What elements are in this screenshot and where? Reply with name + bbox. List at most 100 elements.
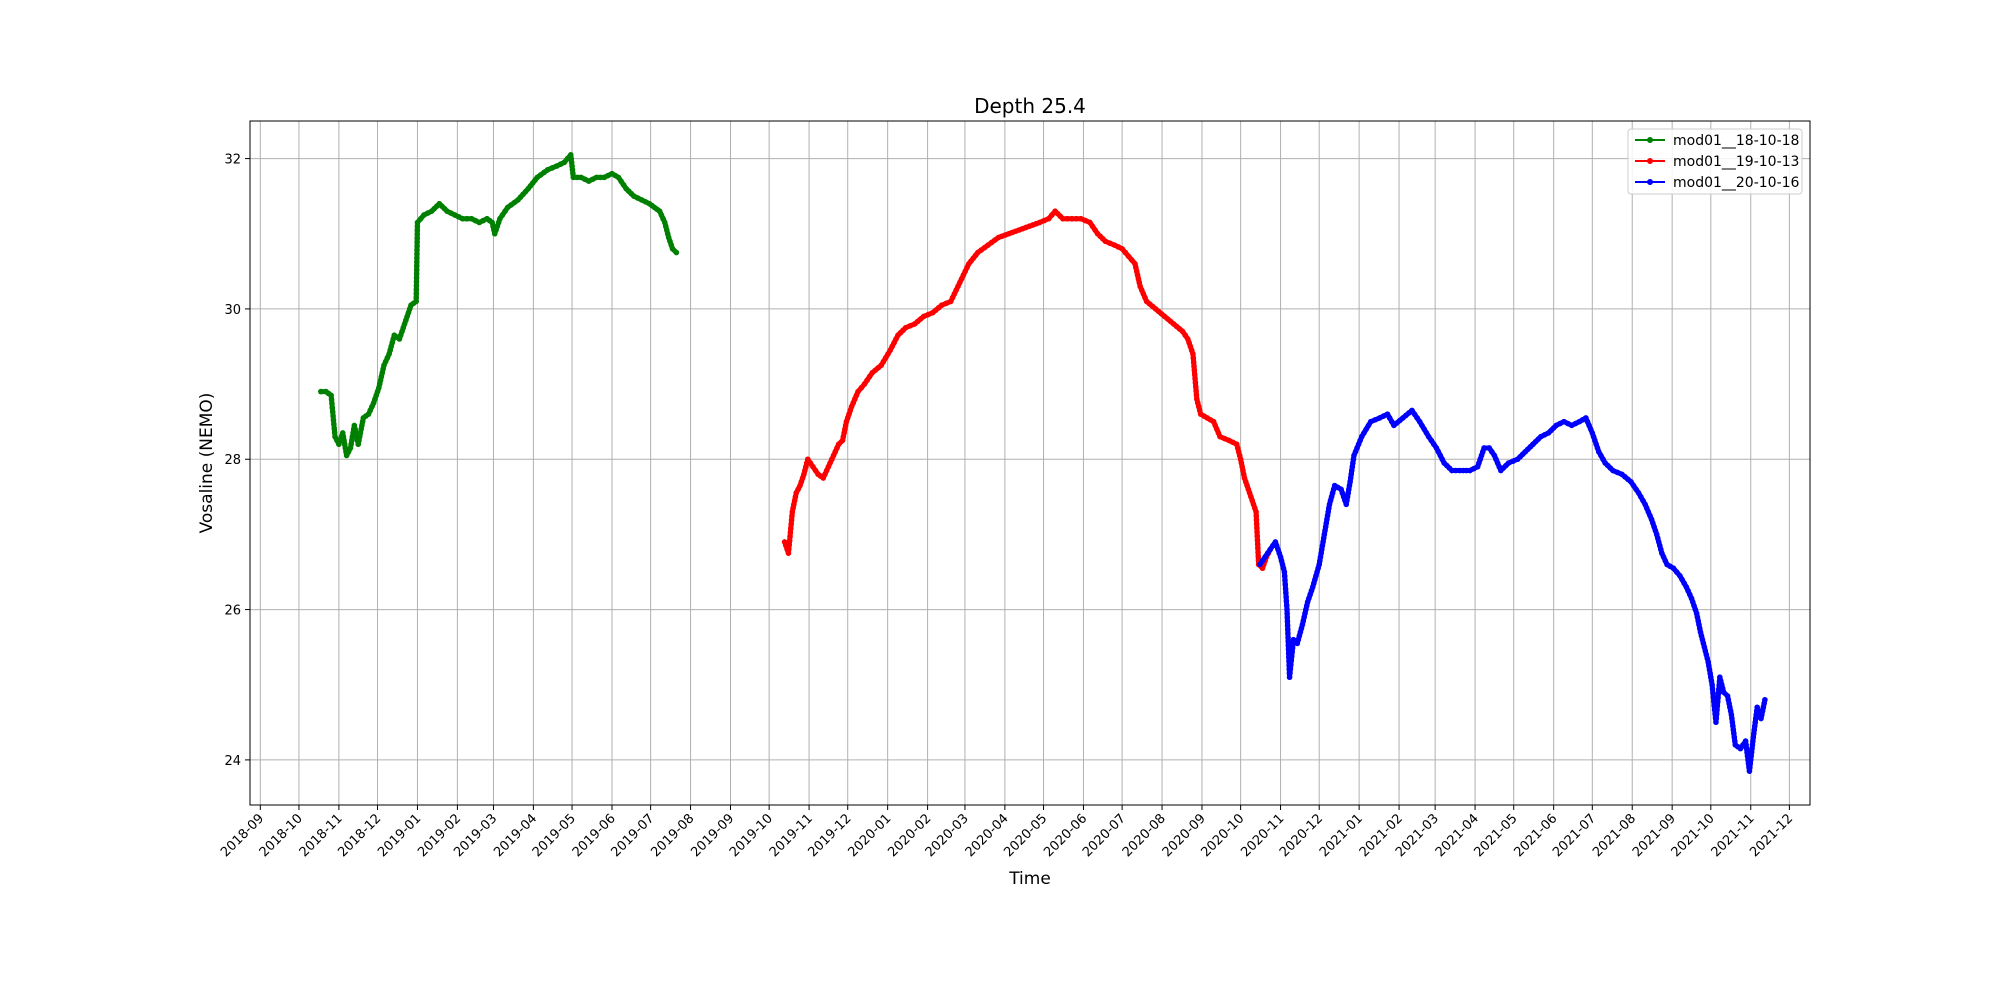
data-point: [835, 441, 842, 448]
data-point: [1289, 649, 1295, 655]
data-point: [1288, 661, 1294, 668]
data-point: [413, 290, 420, 297]
data-point: [413, 267, 420, 273]
data-point: [1049, 212, 1055, 218]
data-point: [787, 533, 793, 540]
data-point: [1253, 509, 1259, 515]
legend-swatch-marker: [1647, 179, 1653, 185]
legend-label: mod01__19-10-13: [1673, 154, 1799, 170]
data-point: [1713, 711, 1720, 717]
data-point: [1221, 435, 1228, 442]
legend-label: mod01__18-10-18: [1673, 133, 1799, 149]
data-point: [1253, 513, 1260, 519]
data-point: [1192, 384, 1199, 390]
legend-item: mod01__19-10-13: [1635, 154, 1799, 170]
data-point: [1710, 694, 1717, 701]
data-point: [1122, 249, 1129, 256]
series-layer: [318, 152, 1768, 774]
data-point: [786, 542, 793, 548]
data-point: [1762, 696, 1768, 703]
data-point: [1284, 622, 1291, 629]
data-point: [328, 396, 335, 403]
data-point: [1289, 645, 1296, 651]
data-point: [330, 417, 337, 423]
data-point: [459, 215, 466, 222]
data-point: [1715, 694, 1721, 701]
grid: [250, 121, 1810, 805]
data-point: [1287, 666, 1294, 672]
data-point: [1288, 657, 1295, 664]
data-point: [788, 517, 795, 523]
data-point: [1119, 245, 1125, 252]
data-point: [920, 313, 927, 320]
data-point: [414, 243, 420, 249]
data-point: [1282, 585, 1289, 592]
data-point: [787, 529, 794, 536]
data-point: [1709, 681, 1715, 688]
data-point: [413, 274, 420, 281]
data-point: [414, 251, 420, 257]
data-point: [1253, 517, 1260, 523]
chart-title: Depth 25.4: [974, 94, 1086, 118]
data-point: [1715, 690, 1722, 697]
data-point: [1190, 351, 1196, 357]
data-point: [1367, 418, 1374, 425]
data-point: [858, 385, 865, 391]
data-point: [1670, 565, 1677, 572]
data-point: [1283, 598, 1290, 605]
y-axis-label: Vosaline (NEMO): [197, 393, 217, 534]
data-point: [1193, 392, 1200, 398]
data-point: [544, 167, 551, 173]
data-point: [1720, 689, 1727, 696]
data-point: [1710, 690, 1716, 696]
data-point: [1254, 525, 1260, 531]
series-mod01__19-10-13: [781, 208, 1274, 572]
y-tick-label: 32: [224, 153, 241, 168]
data-point: [787, 525, 794, 532]
data-point: [1713, 719, 1719, 726]
data-point: [938, 302, 945, 308]
data-point: [1254, 533, 1261, 539]
data-point: [414, 247, 420, 253]
data-point: [1283, 594, 1289, 600]
data-point: [1284, 626, 1291, 633]
data-point: [417, 215, 424, 222]
plot-area: [250, 121, 1810, 805]
data-point: [1286, 674, 1293, 681]
data-point: [1505, 460, 1512, 466]
data-point: [1254, 541, 1261, 548]
data-point: [1045, 215, 1052, 222]
data-point: [902, 324, 909, 331]
data-point: [329, 409, 336, 415]
data-point: [1284, 618, 1291, 625]
data-point: [1285, 634, 1291, 641]
data-point: [329, 404, 336, 411]
data-point: [1191, 363, 1197, 370]
data-point: [1284, 606, 1290, 613]
y-tick-label: 24: [224, 754, 241, 769]
data-point: [413, 263, 420, 269]
data-point: [1281, 569, 1288, 575]
data-point: [1107, 240, 1113, 246]
data-point: [597, 174, 604, 181]
data-point: [1673, 569, 1680, 575]
data-point: [1288, 653, 1295, 660]
data-point: [669, 245, 676, 252]
y-axis: 24 26 28 30 32: [224, 153, 250, 769]
data-point: [1282, 581, 1289, 588]
data-point: [1255, 553, 1262, 560]
data-point: [1614, 469, 1621, 476]
data-point: [1452, 467, 1459, 474]
data-point: [1285, 630, 1291, 637]
data-point: [414, 255, 420, 261]
data-point: [1510, 458, 1516, 464]
data-point: [1190, 359, 1197, 366]
data-point: [1709, 686, 1716, 692]
data-point: [1125, 253, 1132, 260]
data-point: [785, 550, 792, 556]
data-point: [1290, 641, 1296, 647]
data-point: [788, 521, 794, 528]
data-point: [1191, 371, 1198, 378]
data-point: [1283, 602, 1290, 609]
